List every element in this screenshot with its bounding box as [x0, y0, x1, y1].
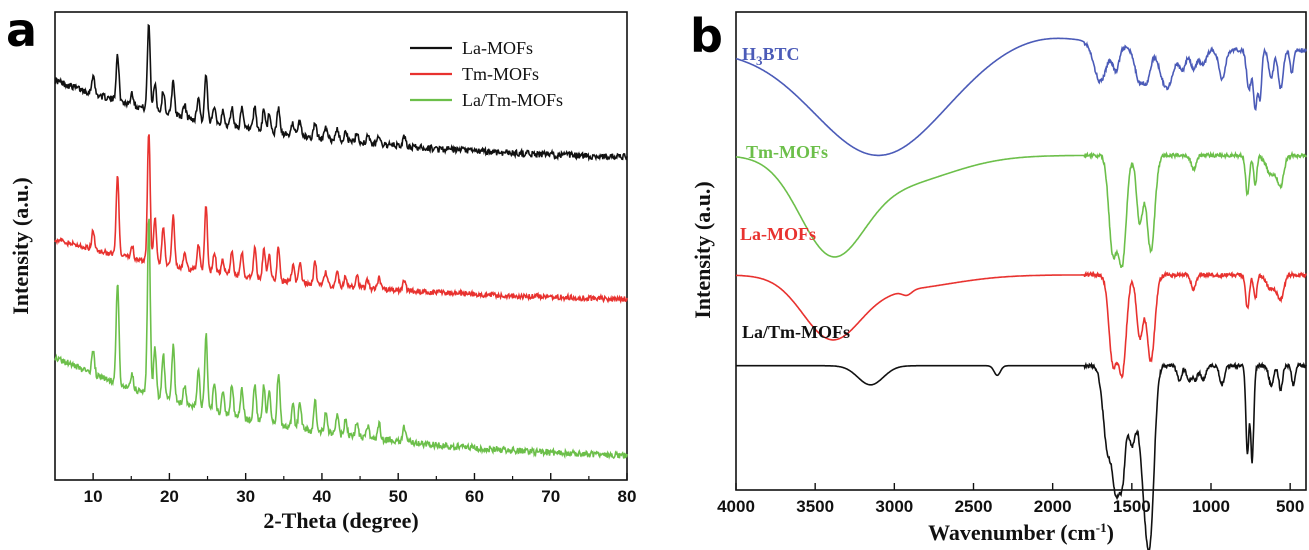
- x-ticks-a: 10 20 30 40 50 60 70 80: [84, 473, 637, 506]
- series-line-a-2: [54, 218, 628, 460]
- x-tick-label-b: 2000: [1034, 497, 1072, 516]
- y-axis-title-b: Intensity (a.u.): [690, 181, 715, 319]
- legend-a: La-MOFs Tm-MOFs La/Tm-MOFs: [410, 38, 563, 110]
- x-ticks-b: 4000 3500 3000 2500 2000 1500 1000 500: [717, 483, 1304, 516]
- legend-label-a-2: La/Tm-MOFs: [462, 90, 563, 110]
- x-tick-label-a: 20: [160, 487, 179, 506]
- x-axis-title-b-end: ): [1107, 520, 1114, 545]
- plot-frame-b: [735, 11, 1307, 491]
- series-label-b-1: Tm-MOFs: [746, 142, 828, 162]
- x-tick-label-a: 70: [541, 487, 560, 506]
- series-line-a-0: [54, 23, 628, 162]
- series-label-b-3: La/Tm-MOFs: [742, 322, 850, 342]
- panel-a: a 10 20 30 40 50 60 70 80 2-Theta (degree) Inte…: [6, 3, 636, 533]
- series-label-b-sub: 3: [756, 53, 763, 68]
- legend-label-a-1: Tm-MOFs: [462, 64, 539, 84]
- x-axis-title-b-sup: -1: [1096, 520, 1107, 535]
- x-tick-label-a: 40: [312, 487, 331, 506]
- series-label-b-main: H: [742, 44, 756, 64]
- x-tick-label-b: 1500: [1113, 497, 1151, 516]
- y-axis-title-a: Intensity (a.u.): [8, 177, 33, 315]
- x-tick-label-b: 1000: [1192, 497, 1230, 516]
- panel-letter-b: b: [690, 9, 723, 63]
- x-tick-label-a: 60: [465, 487, 484, 506]
- series-line-b-1: [735, 150, 1307, 269]
- x-axis-title-b-main: Wavenumber (cm: [928, 520, 1096, 545]
- series-line-a-1: [54, 134, 628, 305]
- series-line-b-2: [736, 270, 1307, 380]
- series-label-b-2: La-MOFs: [740, 224, 816, 244]
- x-axis-title-a: 2-Theta (degree): [263, 508, 418, 533]
- legend-label-a-0: La-MOFs: [462, 38, 533, 58]
- x-tick-label-a: 50: [389, 487, 408, 506]
- x-tick-label-b: 4000: [717, 497, 755, 516]
- x-tick-label-b: 3000: [875, 497, 913, 516]
- x-tick-label-b: 500: [1276, 497, 1304, 516]
- series-line-b-3: [736, 361, 1307, 550]
- x-tick-label-b: 2500: [955, 497, 993, 516]
- x-tick-label-a: 80: [618, 487, 637, 506]
- series-label-b-rest: BTC: [763, 44, 800, 64]
- series-label-b-0: H3BTC: [742, 44, 800, 68]
- panel-b: b 4000 3500 3000 2500 2000 1500 1000 500 Wavenu…: [690, 9, 1307, 550]
- series-b: [735, 37, 1307, 550]
- x-axis-title-b: Wavenumber (cm-1): [928, 520, 1114, 545]
- x-tick-label-b: 3500: [796, 497, 834, 516]
- plot-frame-a: [54, 11, 628, 481]
- panel-letter-a: a: [6, 3, 37, 57]
- x-tick-label-a: 10: [84, 487, 103, 506]
- series-line-b-0: [735, 37, 1307, 157]
- x-tick-label-a: 30: [236, 487, 255, 506]
- series-a: [54, 23, 628, 460]
- series-labels-b: H3BTC Tm-MOFs La-MOFs La/Tm-MOFs: [740, 44, 850, 342]
